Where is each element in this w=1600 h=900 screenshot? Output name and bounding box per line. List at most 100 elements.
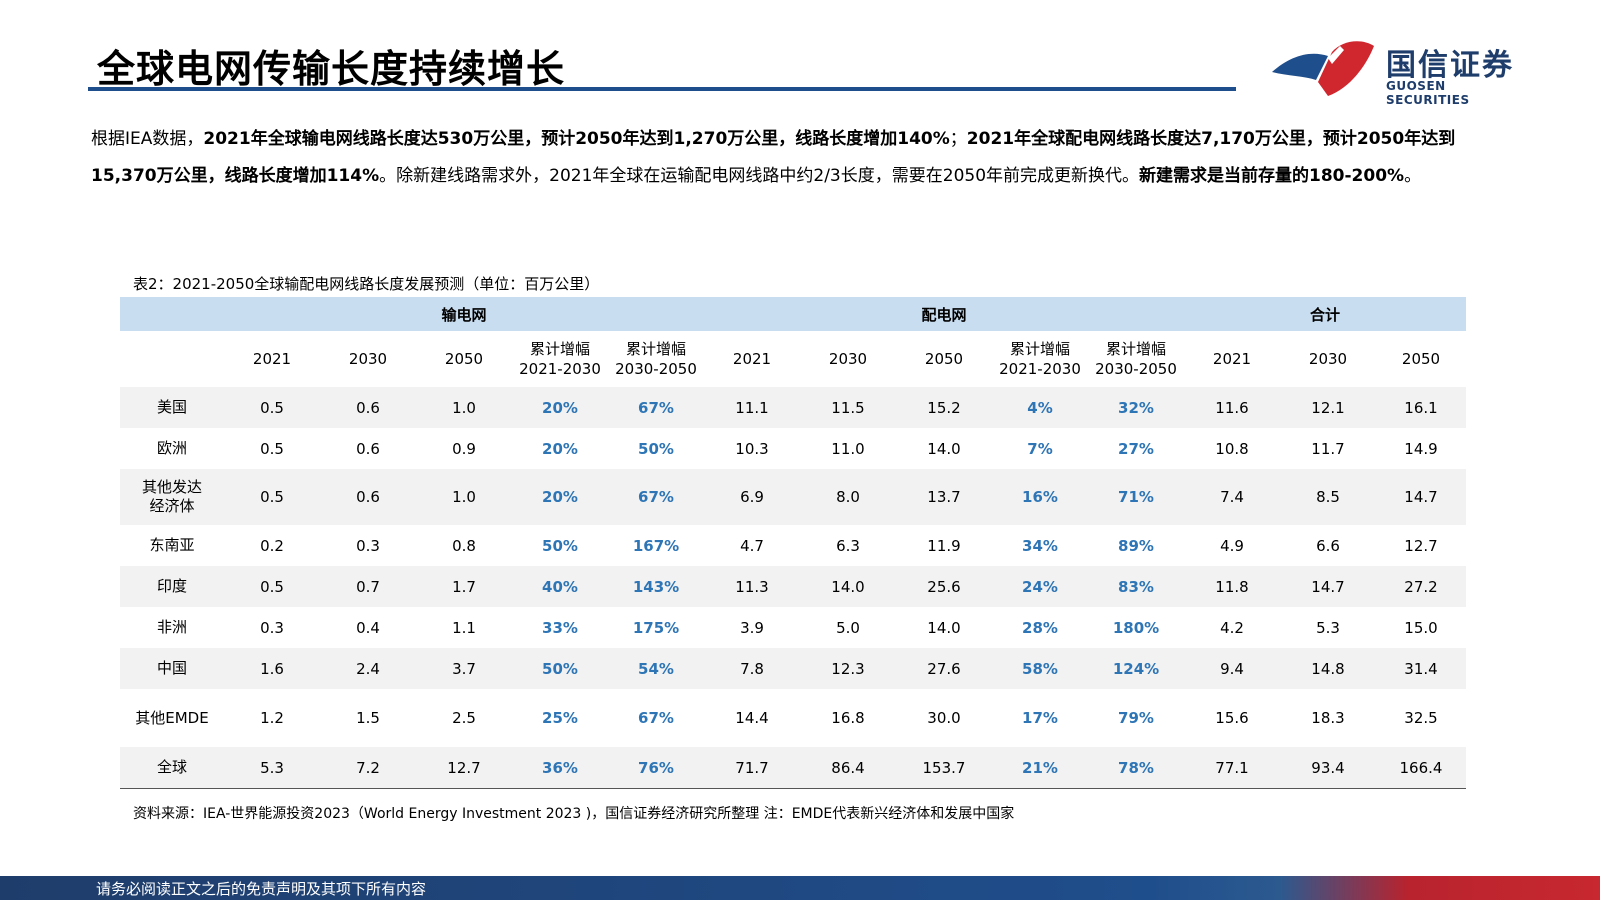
- group-header-transmission: 输电网: [224, 297, 704, 331]
- value-cell: 166.4: [1376, 747, 1466, 789]
- intro-paragraph: 根据IEA数据，2021年全球输电网线路长度达530万公里，预计2050年达到1…: [91, 121, 1511, 195]
- footer-disclaimer: 请务必阅读正文之后的免责声明及其项下所有内容: [96, 880, 427, 898]
- row-label: 美国: [120, 387, 224, 428]
- group-header-distribution: 配电网: [704, 297, 1184, 331]
- growth-cell: 58%: [992, 648, 1088, 689]
- column-header: 2050: [1376, 331, 1466, 387]
- row-label-header: [120, 331, 224, 387]
- value-cell: 18.3: [1280, 689, 1376, 747]
- growth-cell: 76%: [608, 747, 704, 789]
- growth-cell: 89%: [1088, 525, 1184, 566]
- value-cell: 11.0: [800, 428, 896, 469]
- growth-cell: 180%: [1088, 607, 1184, 648]
- column-header: 2050: [896, 331, 992, 387]
- value-cell: 12.7: [416, 747, 512, 789]
- value-cell: 86.4: [800, 747, 896, 789]
- row-label: 其他EMDE: [120, 689, 224, 747]
- value-cell: 3.9: [704, 607, 800, 648]
- column-header: 累计增幅 2030-2050: [608, 331, 704, 387]
- growth-cell: 71%: [1088, 469, 1184, 525]
- table-row: 非洲 0.3 0.4 1.1 33% 175% 3.9 5.0 14.0 28% 180% 4.2 5.…: [120, 607, 1466, 648]
- value-cell: 0.9: [416, 428, 512, 469]
- value-cell: 15.2: [896, 387, 992, 428]
- growth-cell: 50%: [512, 648, 608, 689]
- guosen-logo-icon: [1272, 41, 1374, 96]
- growth-cell: 143%: [608, 566, 704, 607]
- value-cell: 1.6: [224, 648, 320, 689]
- row-label: 非洲: [120, 607, 224, 648]
- intro-text: 根据IEA数据，: [91, 129, 204, 149]
- value-cell: 1.0: [416, 469, 512, 525]
- logo-chinese-name: 国信证券: [1386, 48, 1514, 83]
- value-cell: 10.8: [1184, 428, 1280, 469]
- value-cell: 1.1: [416, 607, 512, 648]
- value-cell: 4.7: [704, 525, 800, 566]
- value-cell: 16.1: [1376, 387, 1466, 428]
- company-logo: 国信证券 GUOSEN SECURITIES: [1270, 36, 1530, 107]
- table-row: 其他发达 经济体 0.5 0.6 1.0 20% 67% 6.9 8.0 13.7 16% 71% 7.…: [120, 469, 1466, 525]
- value-cell: 31.4: [1376, 648, 1466, 689]
- value-cell: 2.4: [320, 648, 416, 689]
- table-body: 美国 0.5 0.6 1.0 20% 67% 11.1 11.5 15.2 4% 32% 11.6 12…: [120, 387, 1466, 789]
- growth-cell: 50%: [512, 525, 608, 566]
- column-header: 2021: [704, 331, 800, 387]
- row-label: 东南亚: [120, 525, 224, 566]
- table-row: 欧洲 0.5 0.6 0.9 20% 50% 10.3 11.0 14.0 7% 27% 10.8 11…: [120, 428, 1466, 469]
- value-cell: 32.5: [1376, 689, 1466, 747]
- intro-bold-text: 2021年全球输电网线路长度达530万公里，预计2050年达到1,270万公里，…: [203, 129, 950, 149]
- footer-bar: 请务必阅读正文之后的免责声明及其项下所有内容: [0, 876, 1600, 900]
- value-cell: 0.6: [320, 387, 416, 428]
- value-cell: 5.0: [800, 607, 896, 648]
- table-row: 中国 1.6 2.4 3.7 50% 54% 7.8 12.3 27.6 58% 124% 9.4 14…: [120, 648, 1466, 689]
- value-cell: 0.7: [320, 566, 416, 607]
- value-cell: 4.9: [1184, 525, 1280, 566]
- growth-cell: 24%: [992, 566, 1088, 607]
- value-cell: 14.4: [704, 689, 800, 747]
- value-cell: 12.3: [800, 648, 896, 689]
- growth-cell: 67%: [608, 689, 704, 747]
- value-cell: 9.4: [1184, 648, 1280, 689]
- value-cell: 0.4: [320, 607, 416, 648]
- growth-cell: 20%: [512, 469, 608, 525]
- value-cell: 11.8: [1184, 566, 1280, 607]
- growth-cell: 20%: [512, 428, 608, 469]
- column-header: 累计增幅 2021-2030: [512, 331, 608, 387]
- value-cell: 153.7: [896, 747, 992, 789]
- value-cell: 27.6: [896, 648, 992, 689]
- value-cell: 6.6: [1280, 525, 1376, 566]
- value-cell: 0.5: [224, 469, 320, 525]
- growth-cell: 54%: [608, 648, 704, 689]
- value-cell: 11.3: [704, 566, 800, 607]
- value-cell: 13.7: [896, 469, 992, 525]
- value-cell: 8.5: [1280, 469, 1376, 525]
- corner-cell: [120, 297, 224, 331]
- value-cell: 11.6: [1184, 387, 1280, 428]
- value-cell: 25.6: [896, 566, 992, 607]
- value-cell: 14.0: [896, 607, 992, 648]
- growth-cell: 17%: [992, 689, 1088, 747]
- page-title: 全球电网传输长度持续增长: [97, 47, 566, 91]
- value-cell: 10.3: [704, 428, 800, 469]
- intro-bold-text: 新建需求是当前存量的180-200%: [1139, 166, 1405, 186]
- row-label: 欧洲: [120, 428, 224, 469]
- growth-cell: 32%: [1088, 387, 1184, 428]
- value-cell: 0.5: [224, 566, 320, 607]
- value-cell: 77.1: [1184, 747, 1280, 789]
- title-underline: [88, 87, 1236, 91]
- value-cell: 0.2: [224, 525, 320, 566]
- table-caption: 表2：2021-2050全球输配电网线路长度发展预测（单位：百万公里）: [133, 275, 600, 293]
- column-header: 2030: [800, 331, 896, 387]
- value-cell: 12.1: [1280, 387, 1376, 428]
- growth-cell: 79%: [1088, 689, 1184, 747]
- value-cell: 14.0: [800, 566, 896, 607]
- value-cell: 0.5: [224, 428, 320, 469]
- value-cell: 5.3: [224, 747, 320, 789]
- growth-cell: 67%: [608, 469, 704, 525]
- value-cell: 0.6: [320, 428, 416, 469]
- column-header: 2021: [1184, 331, 1280, 387]
- intro-text: ；: [949, 129, 967, 149]
- value-cell: 0.6: [320, 469, 416, 525]
- intro-bold-text: 2021年全球配电网线路长度达7,170万公里，预计2050年达到15,370万…: [91, 129, 1456, 186]
- value-cell: 1.2: [224, 689, 320, 747]
- value-cell: 0.5: [224, 387, 320, 428]
